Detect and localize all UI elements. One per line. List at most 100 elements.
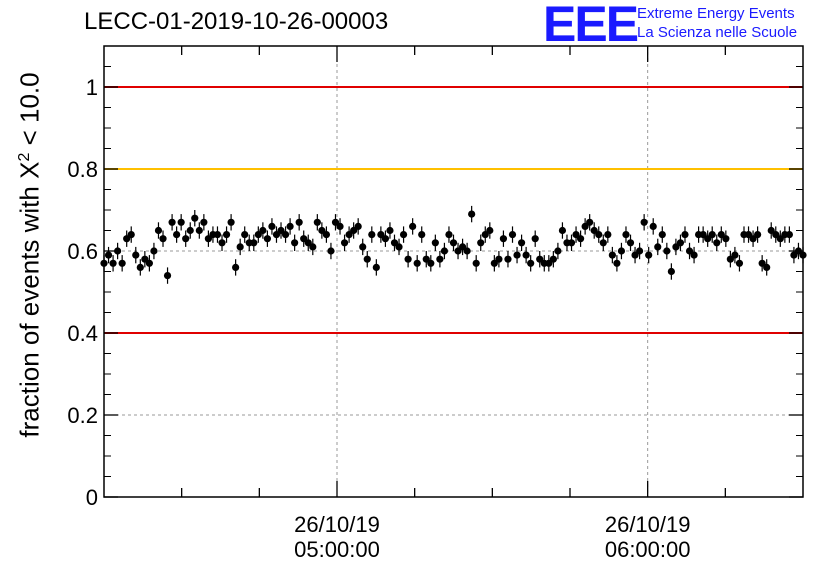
data-point — [241, 231, 249, 239]
data-point — [154, 226, 163, 235]
y-axis-label-sup: 2 — [15, 152, 33, 162]
data-point — [613, 259, 621, 267]
y-tick-label: 1 — [86, 75, 98, 100]
data-point — [409, 222, 417, 230]
data-point — [127, 231, 135, 239]
data-point — [191, 214, 199, 222]
data-point — [232, 263, 240, 271]
data-point — [567, 239, 576, 247]
data-point — [336, 222, 344, 230]
tick-labels: 00.20.40.60.8126/10/1905:00:0026/10/1906… — [67, 75, 690, 562]
data-point — [527, 259, 535, 267]
logo-line-2: La Scienza nelle Scuole — [637, 24, 798, 41]
data-point — [554, 247, 562, 255]
data-point — [626, 239, 635, 247]
data-point — [713, 239, 721, 247]
data-point — [177, 218, 185, 226]
data-point — [291, 239, 299, 247]
data-points — [100, 205, 807, 284]
data-point — [427, 259, 435, 267]
data-point — [263, 235, 272, 243]
chart-title: LECC-01-2019-10-26-00003 — [84, 8, 389, 35]
data-point — [676, 239, 685, 247]
data-point — [227, 218, 235, 226]
data-point — [731, 251, 739, 259]
logo-caption: Extreme Energy Events La Scienza nelle S… — [637, 4, 797, 42]
data-point — [372, 263, 380, 271]
data-point — [399, 231, 408, 239]
grid-lines — [104, 46, 803, 497]
data-point — [313, 218, 321, 226]
data-point — [363, 255, 371, 263]
data-point — [386, 226, 394, 235]
data-point — [404, 255, 412, 263]
data-point — [136, 263, 144, 271]
data-point — [440, 247, 449, 255]
data-point — [649, 222, 657, 230]
data-point — [604, 231, 612, 239]
data-point — [222, 231, 231, 239]
data-point — [186, 226, 194, 235]
data-point — [368, 231, 376, 239]
data-point — [163, 272, 172, 280]
data-point — [281, 231, 290, 239]
data-point — [168, 218, 176, 226]
plot-frame — [103, 45, 804, 498]
data-point — [477, 239, 485, 247]
data-point — [495, 255, 503, 263]
data-point — [513, 251, 521, 259]
data-point — [681, 231, 689, 239]
y-axis-label-suffix: < 10.0 — [14, 72, 45, 153]
y-tick-label: 0.6 — [67, 239, 98, 264]
y-tick-label: 0.8 — [67, 157, 98, 182]
data-point — [436, 255, 444, 263]
data-point — [708, 231, 716, 239]
y-tick-label: 0.2 — [67, 403, 98, 428]
data-point — [667, 267, 675, 276]
data-point — [309, 243, 317, 251]
data-point — [472, 259, 480, 267]
data-point — [104, 251, 113, 259]
x-tick-date-label: 26/10/19 — [294, 512, 380, 537]
data-point — [531, 235, 539, 243]
data-point — [785, 231, 793, 239]
data-point — [690, 251, 698, 259]
data-point — [200, 218, 208, 226]
data-point — [640, 218, 648, 226]
y-axis-label: fraction of events with X2 < 10.0 — [15, 72, 46, 437]
data-point — [763, 263, 771, 271]
data-point — [109, 259, 117, 267]
data-point — [159, 235, 167, 243]
data-point — [413, 259, 421, 267]
data-point — [558, 226, 567, 235]
data-point — [340, 239, 349, 247]
data-point — [173, 231, 181, 239]
data-point — [195, 226, 203, 235]
data-point — [663, 247, 671, 255]
data-point — [295, 218, 303, 226]
data-point — [322, 231, 331, 239]
reference-lines — [104, 86, 803, 334]
data-point — [395, 243, 403, 251]
data-point — [608, 251, 616, 259]
data-point — [286, 222, 294, 230]
data-point — [576, 235, 585, 243]
data-point — [635, 247, 644, 255]
data-point — [445, 231, 453, 239]
data-point — [508, 231, 517, 239]
data-point — [182, 235, 190, 243]
x-tick-time-label: 06:00:00 — [605, 537, 691, 562]
y-tick-label: 0.4 — [67, 321, 98, 346]
data-point — [150, 247, 158, 255]
data-point — [499, 235, 508, 243]
data-point — [463, 247, 471, 255]
data-point — [595, 231, 603, 239]
axis-ticks — [104, 46, 803, 498]
data-point — [549, 255, 557, 263]
y-axis-label-symbol: X — [14, 161, 45, 179]
data-point — [132, 251, 140, 259]
data-point — [327, 247, 335, 255]
data-point — [754, 231, 762, 239]
logo-line-1: Extreme Energy Events — [637, 5, 795, 22]
